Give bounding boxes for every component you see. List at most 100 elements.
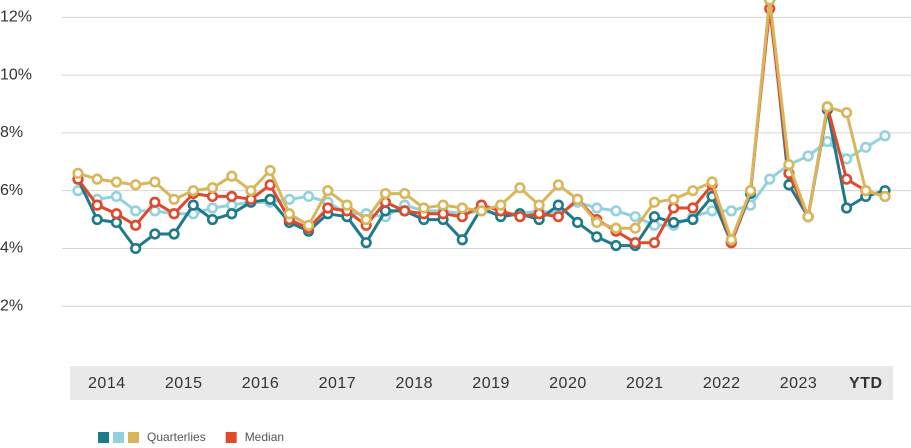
point <box>283 208 295 220</box>
point <box>552 199 564 211</box>
point <box>706 176 718 188</box>
point <box>860 141 872 153</box>
legend-label: Median <box>245 430 284 444</box>
point <box>245 185 257 197</box>
point <box>72 167 84 179</box>
x-tick-label: 2016 <box>242 375 280 392</box>
point <box>264 193 276 205</box>
point <box>591 216 603 229</box>
point <box>514 211 526 223</box>
point <box>571 216 584 229</box>
x-tick-label: 2018 <box>395 375 433 392</box>
point <box>725 234 737 246</box>
point <box>245 193 257 205</box>
y-tick-label: 6% <box>0 182 23 199</box>
point <box>360 213 372 226</box>
point <box>764 173 776 185</box>
point <box>552 211 564 223</box>
point <box>149 176 161 188</box>
point <box>226 170 238 182</box>
y-tick-label: 10% <box>0 66 32 83</box>
point <box>629 237 641 249</box>
point <box>226 190 238 203</box>
point <box>187 199 199 211</box>
point <box>206 202 219 214</box>
point <box>437 208 449 220</box>
point <box>764 0 776 6</box>
point <box>302 219 315 231</box>
point <box>456 211 468 223</box>
point <box>168 228 180 240</box>
point <box>110 208 123 220</box>
point <box>302 190 315 203</box>
point <box>187 185 199 197</box>
point <box>91 199 103 211</box>
legend-swatch <box>225 432 237 443</box>
point <box>629 222 641 234</box>
point <box>552 179 564 191</box>
point <box>206 213 219 226</box>
point <box>456 202 468 214</box>
y-tick-label: 8% <box>0 124 23 141</box>
x-axis-band <box>70 366 893 400</box>
point <box>399 187 411 200</box>
point <box>591 202 603 214</box>
point <box>687 213 699 226</box>
y-tick-label: 12% <box>0 9 32 26</box>
point <box>725 205 737 217</box>
point <box>130 219 142 231</box>
x-tick-label: 2015 <box>165 375 203 392</box>
point <box>648 211 661 223</box>
point <box>475 205 488 217</box>
point <box>629 211 641 223</box>
point <box>840 173 853 185</box>
legend-swatch <box>98 432 109 443</box>
point <box>130 179 142 191</box>
point <box>783 159 795 171</box>
point <box>149 228 161 240</box>
point <box>149 196 161 208</box>
point <box>379 187 392 200</box>
x-tick-label: 2019 <box>472 375 510 392</box>
point <box>322 185 334 197</box>
point <box>110 190 123 203</box>
point <box>802 211 814 223</box>
point <box>206 182 219 194</box>
y-tick-label: 4% <box>0 240 23 257</box>
point <box>341 199 353 211</box>
point <box>668 216 680 229</box>
point <box>226 208 238 220</box>
legend-swatch <box>113 432 124 443</box>
point <box>456 234 468 246</box>
point <box>610 205 622 217</box>
point <box>322 202 334 214</box>
point <box>110 176 123 188</box>
point <box>514 182 526 194</box>
point <box>879 130 891 142</box>
y-tick-label: 2% <box>0 297 23 314</box>
point <box>130 205 142 217</box>
x-tick-label: 2023 <box>780 375 818 392</box>
x-tick-label: 2017 <box>319 375 357 392</box>
point <box>168 208 180 220</box>
point <box>168 193 180 205</box>
point <box>264 164 276 177</box>
point <box>821 135 833 148</box>
point <box>418 202 430 214</box>
point <box>399 205 411 217</box>
legend-label: Quarterlies <box>147 430 206 444</box>
point <box>206 190 219 203</box>
point <box>533 199 545 211</box>
point <box>91 173 103 185</box>
point <box>437 199 449 211</box>
point <box>571 193 584 205</box>
point <box>648 196 661 208</box>
point <box>495 199 507 211</box>
point <box>879 190 891 203</box>
point <box>610 239 622 252</box>
x-tick-label: 2014 <box>88 375 126 392</box>
point <box>360 237 372 249</box>
point <box>860 185 872 197</box>
